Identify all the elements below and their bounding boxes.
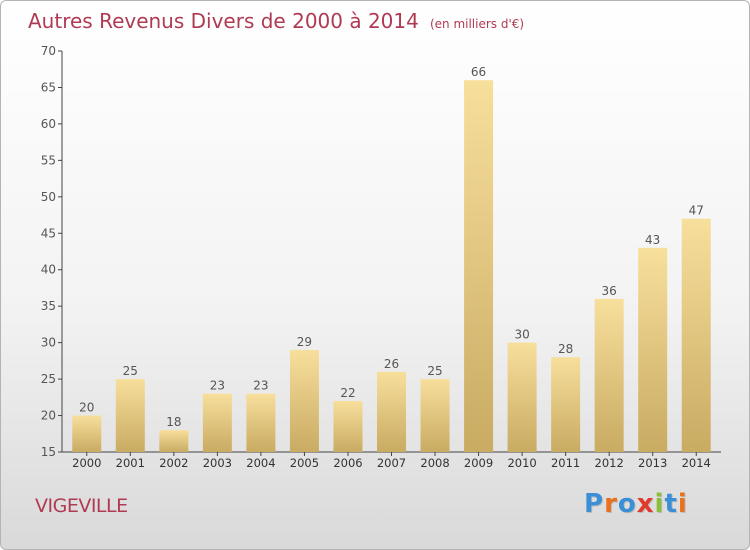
y-tick-label: 25 [41, 372, 56, 386]
data-label-2012: 36 [602, 284, 617, 298]
x-tick-label-2008: 2008 [420, 456, 449, 470]
logo-letter: r [604, 489, 618, 519]
x-tick-label-2014: 2014 [682, 456, 711, 470]
y-tick-label: 40 [41, 263, 56, 277]
data-labels: 20 25 18 23 23 29 22 26 25 66 30 28 36 43 47 [79, 65, 704, 429]
x-tick-label-2000: 2000 [72, 456, 101, 470]
y-tick-label: 30 [41, 336, 56, 350]
y-tick-label: 50 [41, 190, 56, 204]
x-tick-label-2013: 2013 [638, 456, 667, 470]
bar-2002 [159, 430, 189, 452]
data-label-2006: 22 [340, 386, 355, 400]
data-label-2001: 25 [123, 364, 138, 378]
bars [72, 80, 711, 452]
data-label-2005: 29 [297, 335, 312, 349]
x-tick-label-2009: 2009 [464, 456, 493, 470]
x-tick-label-2003: 2003 [203, 456, 232, 470]
bar-2004 [246, 393, 276, 452]
x-tick-label-2007: 2007 [377, 456, 406, 470]
bar-2012 [594, 298, 624, 452]
y-tick-label: 60 [41, 117, 56, 131]
bar-2014 [681, 218, 711, 452]
x-tick-label-2001: 2001 [116, 456, 145, 470]
x-tick-label-2006: 2006 [333, 456, 362, 470]
proxiti-logo[interactable]: Proxiti [584, 489, 688, 519]
data-label-2000: 20 [79, 401, 94, 415]
bar-2009 [464, 80, 494, 452]
x-tick-label-2010: 2010 [507, 456, 536, 470]
bar-2013 [638, 247, 668, 452]
logo-letter: P [584, 489, 605, 519]
bar-2011 [551, 357, 581, 452]
x-axis: 2000 2001 2002 2003 2004 2005 2006 2007 2008 2009… [62, 451, 721, 470]
bar-2007 [377, 371, 406, 452]
chart-subtitle: (en milliers d'€) [429, 17, 525, 31]
y-tick-label: 15 [41, 445, 56, 459]
x-tick-label-2004: 2004 [246, 456, 275, 470]
data-label-2010: 30 [514, 328, 529, 342]
data-label-2002: 18 [166, 415, 181, 429]
x-tick-label-2005: 2005 [290, 456, 319, 470]
y-axis: 15 20 25 30 35 40 45 50 55 60 65 70 [41, 44, 63, 459]
logo-letter: x [636, 489, 655, 519]
data-label-2013: 43 [645, 233, 660, 247]
bar-2000 [72, 415, 102, 452]
bar-2008 [420, 379, 450, 452]
data-label-2008: 25 [427, 364, 442, 378]
y-tick-label: 20 [41, 409, 56, 423]
logo-letter: i [677, 489, 688, 519]
data-label-2011: 28 [558, 342, 573, 356]
bar-2006 [333, 400, 363, 452]
y-tick-label: 55 [41, 153, 56, 167]
x-tick-label-2012: 2012 [595, 456, 624, 470]
chart-title: Autres Revenus Divers de 2000 à 2014 [28, 9, 419, 33]
commune-name: VIGEVILLE [35, 495, 128, 517]
bar-2010 [507, 342, 537, 452]
logo-letter: i [654, 489, 665, 519]
title-row: Autres Revenus Divers de 2000 à 2014 (en… [28, 9, 524, 33]
x-tick-label-2011: 2011 [551, 456, 580, 470]
x-tick-label-2002: 2002 [159, 456, 188, 470]
logo-letter: o [617, 489, 637, 519]
bar-2005 [289, 349, 319, 452]
y-tick-label: 70 [41, 44, 56, 58]
data-label-2003: 23 [210, 379, 225, 393]
data-label-2004: 23 [253, 379, 268, 393]
bar-2003 [202, 393, 232, 452]
y-tick-label: 65 [41, 80, 56, 94]
y-tick-label: 35 [41, 299, 56, 313]
bar-2001 [115, 379, 145, 452]
data-label-2007: 26 [384, 357, 399, 371]
logo-letter: t [664, 489, 678, 519]
data-label-2014: 47 [689, 204, 704, 218]
y-tick-label: 45 [41, 226, 56, 240]
data-label-2009: 66 [471, 65, 486, 79]
